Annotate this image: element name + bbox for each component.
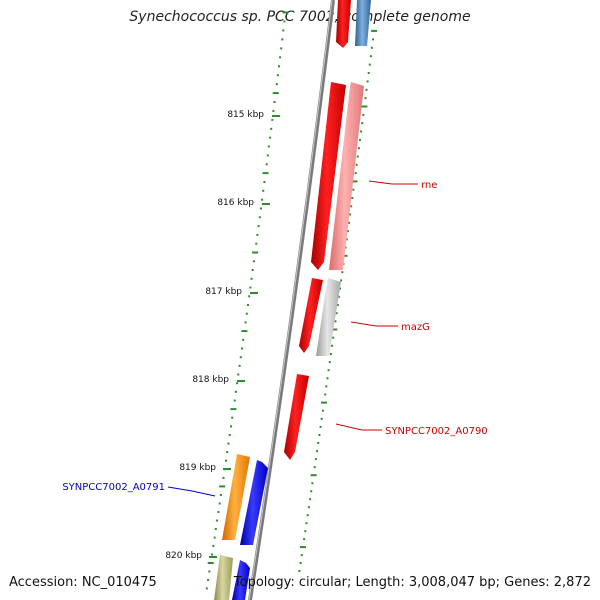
gene-label-SYNPCC7002-A0791: SYNPCC7002_A0791 — [62, 482, 165, 493]
tick-label-816: 816 kbp — [217, 198, 254, 208]
gene-blue-bottom — [232, 560, 250, 600]
reverse-strand-genes — [214, 454, 268, 600]
diagram-title: Synechococcus sp. PCC 7002, complete gen… — [129, 9, 471, 25]
gene-olive — [214, 555, 233, 600]
gene-red-large — [311, 82, 346, 270]
gene-orange — [222, 454, 250, 540]
scale-tick-labels: 815 kbp 816 kbp 817 kbp 818 kbp 819 kbp … — [165, 110, 264, 561]
genome-backbone-highlight — [248, 0, 333, 600]
leader-a0790 — [335, 423, 382, 431]
forward-strand-genes — [284, 0, 371, 460]
scale-major-ticks — [209, 115, 280, 558]
leader-rne — [368, 180, 418, 185]
gene-mazG — [316, 278, 341, 356]
genome-backbone — [248, 0, 335, 600]
tick-label-820: 820 kbp — [165, 551, 202, 561]
tick-label-819: 819 kbp — [179, 463, 216, 473]
tick-label-818: 818 kbp — [192, 375, 229, 385]
gene-red-817 — [299, 278, 323, 353]
scale-minor-ticks — [205, 11, 378, 590]
gene-rne — [329, 82, 364, 270]
tick-label-817: 817 kbp — [205, 287, 242, 297]
genome-summary-text: Topology: circular; Length: 3,008,047 bp… — [233, 575, 591, 590]
label-leaders — [167, 180, 418, 497]
leader-mazG — [350, 321, 398, 327]
gene-top-steelblue — [355, 0, 371, 46]
accession-text: Accession: NC_010475 — [9, 575, 157, 590]
gene-top-red — [336, 0, 351, 48]
gene-label-rne: rne — [421, 180, 437, 191]
leader-a0791 — [167, 486, 216, 497]
gene-label-SYNPCC7002-A0790: SYNPCC7002_A0790 — [385, 426, 488, 437]
tick-label-815: 815 kbp — [227, 110, 264, 120]
gene-SYNPCC7002-A0790 — [284, 374, 309, 460]
gene-label-mazG: mazG — [401, 322, 430, 333]
gene-SYNPCC7002-A0791 — [240, 460, 268, 545]
